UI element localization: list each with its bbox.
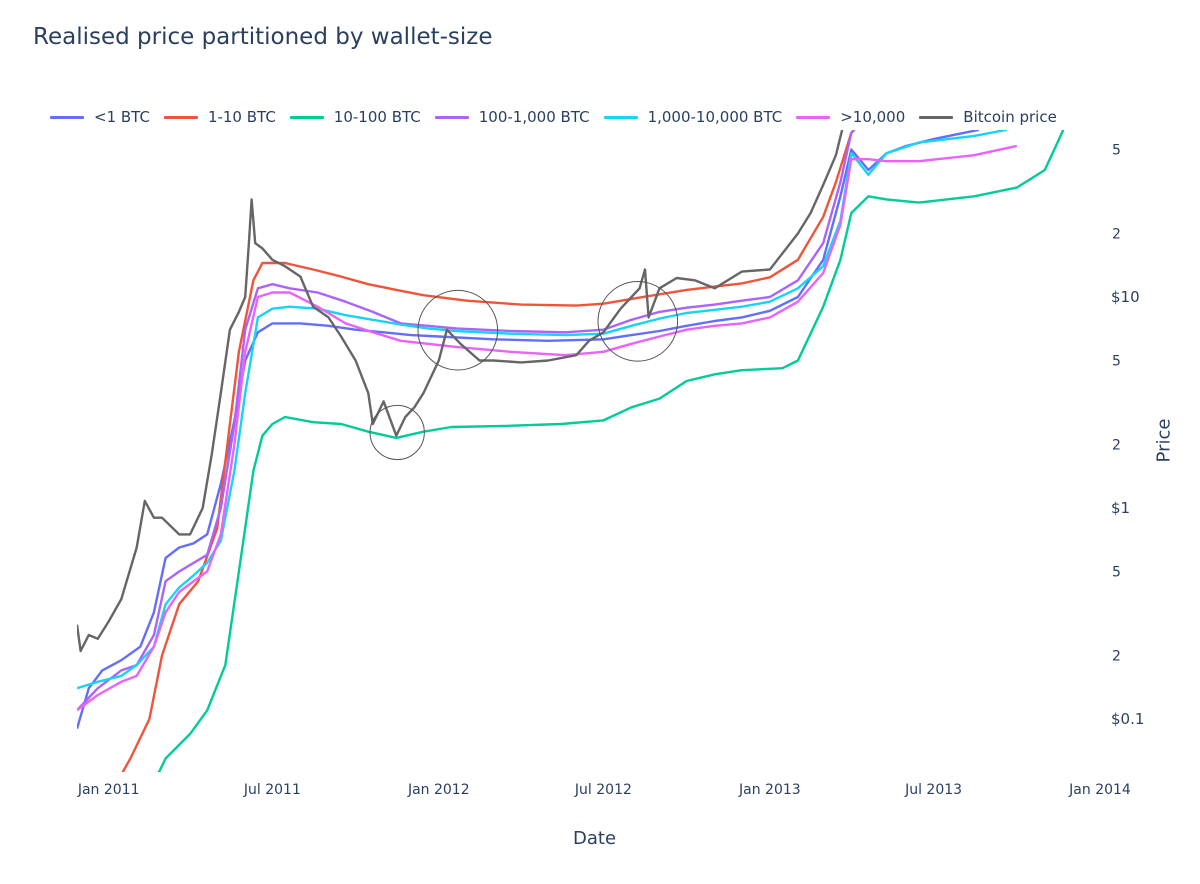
chart-title: Realised price partitioned by wallet-siz… bbox=[33, 24, 493, 50]
legend-swatch bbox=[50, 115, 84, 119]
legend-label: <1 BTC bbox=[94, 108, 150, 126]
x-tick-label: Jul 2012 bbox=[574, 782, 632, 798]
series-line-1-000-10-000-btc bbox=[77, 130, 1008, 690]
legend-item[interactable]: 10-100 BTC bbox=[289, 108, 421, 126]
y-tick-label: $1 bbox=[1111, 499, 1130, 517]
legend-item[interactable]: 1-10 BTC bbox=[163, 108, 276, 126]
series-line-1-btc bbox=[77, 130, 980, 730]
annotation-circle-3 bbox=[597, 281, 679, 362]
y-tick-label: 5 bbox=[1112, 354, 1121, 370]
legend-swatch bbox=[603, 115, 638, 119]
legend-label: >10,000 bbox=[840, 108, 906, 126]
legend-swatch bbox=[289, 115, 324, 119]
x-tick-label: Jul 2011 bbox=[243, 782, 301, 798]
legend-item[interactable]: 1,000-10,000 BTC bbox=[603, 108, 783, 126]
annotation-circle-1 bbox=[369, 404, 425, 461]
legend-item[interactable]: Bitcoin price bbox=[919, 108, 1057, 126]
legend: <1 BTC 1-10 BTC 10-100 BTC 100-1,000 BTC 1,0… bbox=[50, 106, 1071, 128]
legend-swatch bbox=[796, 115, 831, 119]
legend-swatch bbox=[919, 115, 954, 119]
series-lines bbox=[77, 130, 1065, 772]
series-line-bitcoin-price bbox=[77, 130, 844, 653]
x-axis-label: Date bbox=[573, 828, 617, 849]
legend-label: 100-1,000 BTC bbox=[478, 108, 590, 126]
series-line-1-10-btc bbox=[121, 130, 856, 772]
legend-item[interactable]: <1 BTC bbox=[50, 108, 150, 126]
series-line-10-000 bbox=[77, 144, 1018, 712]
legend-swatch bbox=[434, 115, 469, 119]
x-tick-label: Jan 2014 bbox=[1068, 782, 1131, 798]
y-tick-label: 2 bbox=[1112, 437, 1121, 453]
annotation-circle-2 bbox=[417, 289, 499, 371]
legend-label: 1,000-10,000 BTC bbox=[647, 108, 783, 126]
x-tick-label: Jan 2012 bbox=[407, 782, 470, 798]
legend-item[interactable]: >10,000 bbox=[796, 108, 905, 126]
x-tick-label: Jan 2013 bbox=[738, 782, 801, 798]
y-tick-label: 5 bbox=[1112, 565, 1121, 581]
y-tick-label: 2 bbox=[1112, 226, 1121, 242]
y-tick-label: 5 bbox=[1112, 143, 1121, 159]
legend-label: 10-100 BTC bbox=[333, 108, 421, 126]
legend-label: 1-10 BTC bbox=[207, 108, 276, 126]
x-tick-label: Jan 2011 bbox=[77, 782, 140, 798]
y-axis-label: Price bbox=[1153, 418, 1175, 463]
series-line-10-100-btc bbox=[157, 130, 1065, 772]
series-line-100-1-000-btc bbox=[77, 130, 856, 712]
legend-item[interactable]: 100-1,000 BTC bbox=[434, 108, 590, 126]
legend-swatch bbox=[163, 115, 198, 119]
legend-label: Bitcoin price bbox=[963, 108, 1057, 126]
y-tick-label: 2 bbox=[1112, 648, 1121, 664]
y-tick-label: $0.1 bbox=[1111, 710, 1144, 728]
y-tick-label: $10 bbox=[1111, 288, 1140, 306]
x-tick-label: Jul 2013 bbox=[904, 782, 962, 798]
